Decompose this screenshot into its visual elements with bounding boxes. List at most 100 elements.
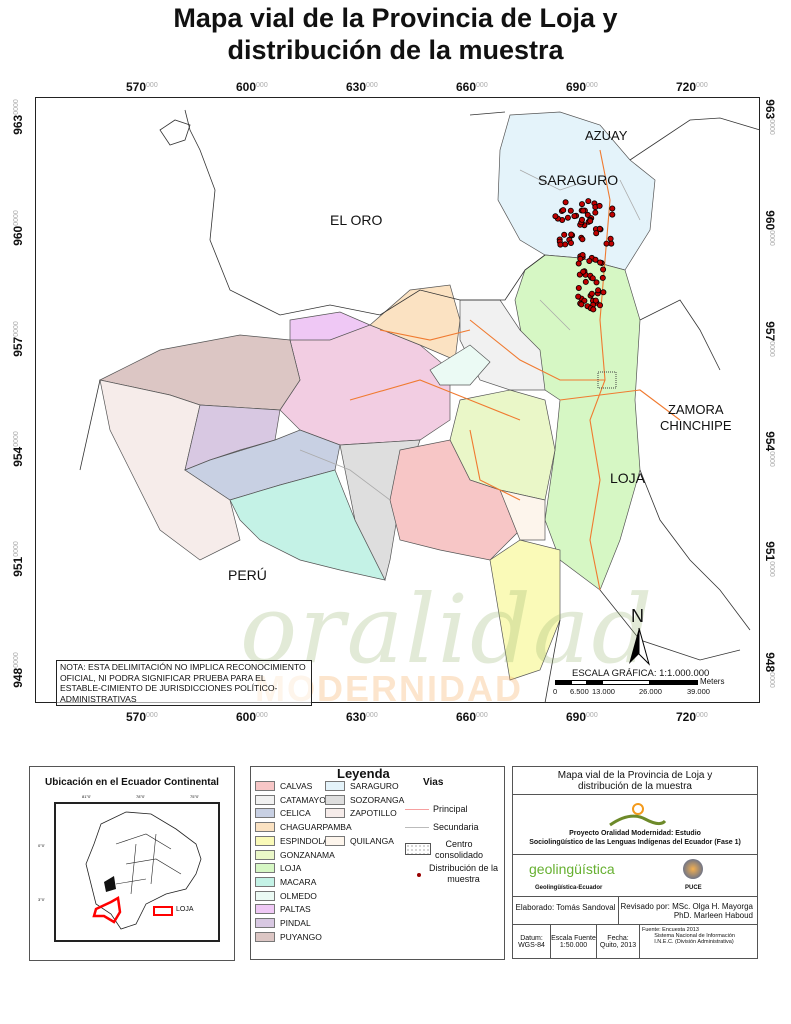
sample-point [592,256,599,263]
label-el-oro: EL ORO [330,212,383,228]
canton-saraguro [497,111,656,271]
legend-item-catamayo: CATAMAYO [255,794,326,805]
scale-title: ESCALA GRÁFICA: 1:1.000.000 [572,668,710,679]
sample-point [592,209,599,216]
sample-point [609,205,616,212]
legend-label: PINDAL [280,918,311,928]
sample-point [561,231,568,238]
north-arrow-icon [629,627,650,666]
y-tick-label: 9540000 [10,431,25,467]
x-tick-label: 630000 [346,710,378,724]
legend-label: CATAMAYO [280,794,326,805]
x-tick-label: 570000 [126,80,158,94]
project-section: Proyecto Oralidad Modernidad: Estudio So… [513,795,757,855]
inset-legend-label: LOJA [176,906,194,913]
inset-tick: 0°0' [38,843,45,848]
geolinguistica-label: Geolingüística-Ecuador [535,885,603,891]
logos-section: geolingüística Geolingüística-Ecuador PU… [513,855,757,897]
revisado-por: Revisado por: MSc. Olga H. Mayorga PhD. … [619,897,757,925]
legend-swatch [255,890,275,901]
info-title: Mapa vial de la Provincia de Loja y dist… [513,767,757,795]
sample-point [600,266,607,273]
scale-label: 39.000 [687,687,710,696]
inset-title: Ubicación en el Ecuador Continental [45,777,219,788]
project-name: Proyecto Oralidad Modernidad: Estudio So… [529,829,741,846]
secondary-road-label: Secundaria [433,822,479,832]
sample-point [564,214,571,221]
x-tick-label: 660000 [456,80,488,94]
sample-point [568,231,575,238]
legend-swatch [325,794,345,805]
y-tick-label: 9480000 [10,652,25,688]
legend-swatch [325,835,345,846]
sample-point [596,202,603,209]
legend-label: QUILANGA [350,835,394,846]
legend-label: ESPINDOLA [280,835,329,846]
legend-swatch [255,918,275,928]
sample-point [578,301,585,308]
info-panel: Mapa vial de la Provincia de Loja y dist… [512,766,758,959]
y-tick-label: 9540000 [762,431,777,467]
roads-secondary [299,169,641,501]
legend-label: ZAPOTILLO [350,808,397,819]
loja-highlight [92,896,122,924]
y-tick-label: 9480000 [762,652,777,688]
map-frame [35,97,760,703]
label-loja: LOJA [610,470,646,486]
legend-item-macara: MACARA [255,876,317,887]
scale-label: 0 [553,687,558,696]
sample-point [588,290,595,297]
sample-point-swatch [417,873,421,877]
legend-item-puyango: PUYANGO [255,931,322,942]
sample-point [575,293,582,300]
y-tick-label: 9510000 [762,541,777,577]
sample-point [597,259,604,266]
canton-espindola [489,539,561,681]
roads-principal [349,149,681,591]
sample-point [590,306,597,313]
label-saraguro: SARAGURO [538,172,619,188]
secondary-road-swatch [405,827,429,828]
sample-point [603,240,610,247]
y-tick-label: 9570000 [762,321,777,357]
y-tick-label: 9600000 [762,210,777,246]
inset-location-panel: Ubicación en el Ecuador Continental LOJA… [29,766,235,961]
legend-item-zapotillo: ZAPOTILLO [325,808,397,819]
sample-point [595,287,602,294]
legend-panel: Leyenda CALVAS CATAMAYO CELICA CHAGUARPAMBA… [250,766,505,960]
datum: Datum: WGS-84 [513,925,551,958]
y-tick-label: 9630000 [762,99,777,135]
fecha: Fecha: Quito, 2013 [597,925,640,958]
legend-item-quilanga: QUILANGA [325,835,394,846]
canton-macara [229,469,386,581]
scale-unit: Meters [700,677,725,686]
sample-point [571,213,578,220]
legend-item-calvas: CALVAS [255,781,312,791]
inset-tick: 78°0' [136,794,146,799]
principal-road-swatch [405,809,429,810]
scale-label: 26.000 [639,687,662,696]
legend-label: MACARA [280,876,317,887]
sample-point [607,235,614,242]
legend-item-pindal: PINDAL [255,918,311,928]
sample-point [599,274,606,281]
geolinguistica-logo: geolingüística [529,861,615,877]
x-tick-label: 690000 [566,710,598,724]
sample-point [579,236,586,243]
oralidad-logo [609,802,667,826]
legend-label: CELICA [280,808,311,819]
y-tick-label: 9600000 [10,210,25,246]
label-azuay: AZUAY [585,128,628,143]
map-canvas [79,109,761,704]
legend-swatch [255,863,275,874]
vias-title: Vias [423,777,444,788]
scale-bar [555,680,698,685]
legend-label: PUYANGO [280,931,322,942]
sample-point [580,207,587,214]
sample-point [567,207,574,214]
sample-point [568,239,575,246]
legend-item-paltas: PALTAS [255,904,311,915]
puce-label: PUCE [685,885,702,891]
sample-point [580,268,587,275]
centro-consolidado-label: Centro consolidado [435,839,484,860]
